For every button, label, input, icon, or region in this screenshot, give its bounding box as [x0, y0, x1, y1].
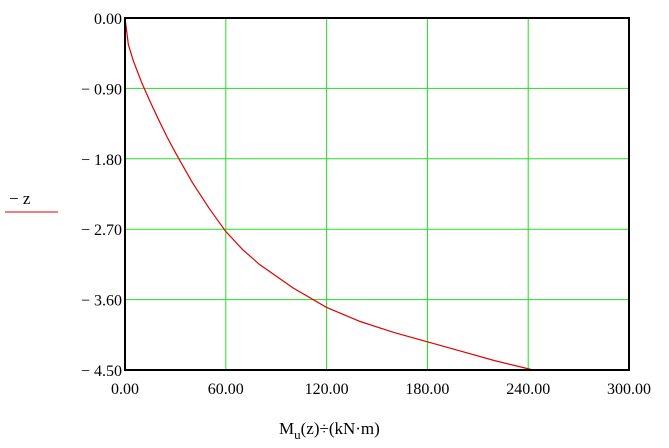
y-tick-label: − 2.70	[81, 222, 122, 239]
x-axis-label-subscript: u	[294, 427, 301, 442]
y-tick-label: − 3.60	[81, 293, 122, 310]
series-line	[124, 17, 534, 371]
series-layer	[124, 17, 534, 371]
plot-frame	[124, 17, 630, 371]
x-tick-label: 60.00	[208, 381, 244, 398]
x-tick-label: 300.00	[607, 381, 651, 398]
y-tick-label: − 4.50	[81, 363, 122, 380]
y-axis-label-text: − z	[9, 189, 31, 208]
x-axis-label-rest: (z)÷(kN·m)	[301, 419, 380, 438]
grid	[125, 18, 629, 370]
x-axis-label-main: M	[279, 419, 294, 438]
x-tick-label: 180.00	[405, 381, 449, 398]
y-axis-label: − z	[5, 189, 58, 213]
y-tick-label: − 0.90	[81, 81, 122, 98]
tick-labels: 0.00 60.00 120.00 180.00 240.00 300.00 0.00 − 0…	[81, 11, 651, 398]
x-tick-label: 240.00	[506, 381, 550, 398]
x-tick-label: 0.00	[111, 381, 139, 398]
y-tick-label: 0.00	[94, 11, 122, 28]
x-tick-label: 120.00	[305, 381, 349, 398]
x-axis-label: Mu(z)÷(kN·m)	[279, 419, 380, 442]
y-tick-label: − 1.80	[81, 152, 122, 169]
